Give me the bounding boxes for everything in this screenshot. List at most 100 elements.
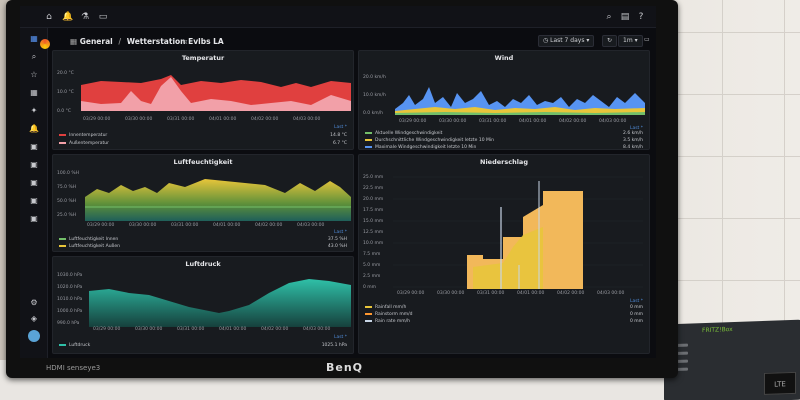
legend-label: Luftfeuchtigkeit Innen bbox=[69, 237, 119, 242]
legend-header[interactable]: Last * bbox=[629, 299, 643, 304]
y-tick: 17.5 mm bbox=[363, 208, 384, 213]
y-tick: 100.0 %H bbox=[57, 171, 79, 176]
tv-icon[interactable]: ▭ bbox=[644, 36, 650, 43]
x-tick: 03/30 00:00 bbox=[439, 119, 467, 124]
apps-icon[interactable]: ▣ bbox=[30, 142, 38, 151]
x-tick: 04/03 00:00 bbox=[293, 117, 321, 122]
dashboards-icon[interactable]: ▦ bbox=[30, 88, 38, 97]
y-tick: 7.5 mm bbox=[363, 252, 381, 257]
help-icon[interactable]: ? bbox=[638, 12, 644, 22]
pressure-chart bbox=[89, 279, 351, 327]
monitor-bezel: HDMI senseye3 BenQ ⌂ 🔔 ⚗ ▭ ⌕ ▤ ? ▦ ⌕ ☆ ▦… bbox=[6, 0, 678, 378]
apps-icon[interactable]: ▣ bbox=[30, 178, 38, 187]
y-tick: 20.0 °C bbox=[57, 71, 74, 76]
x-tick: 04/02 00:00 bbox=[251, 117, 279, 122]
router-badge: LTE bbox=[764, 371, 796, 395]
time-range-picker[interactable]: ◷ Last 7 days ▾ bbox=[538, 35, 595, 47]
explore-icon[interactable]: ⚗ bbox=[80, 12, 90, 22]
shield-icon[interactable]: ◈ bbox=[30, 314, 38, 323]
legend-item[interactable]: Luftfeuchtigkeit Innen bbox=[59, 237, 118, 242]
y-tick: 1020.0 hPa bbox=[57, 285, 83, 290]
monitor-brand: BenQ bbox=[326, 361, 364, 374]
panel-title: Luftfeuchtigkeit bbox=[173, 158, 233, 166]
panel-wind[interactable]: Wind 20.0 km/h 10.0 km/h 0.0 km/h 03/29 … bbox=[358, 50, 650, 150]
y-tick: 990.0 hPa bbox=[57, 321, 80, 326]
legend-label: Rain rate mm/h bbox=[375, 319, 411, 324]
legend-label: Rainstorm mm/d bbox=[375, 312, 413, 317]
x-tick: 04/02 00:00 bbox=[559, 119, 587, 124]
panel-temperatur[interactable]: Temperatur 20.0 °C 10.0 °C 0.0 °C 03/29 … bbox=[52, 50, 354, 150]
y-tick: 1000.0 hPa bbox=[57, 309, 83, 314]
news-icon[interactable]: ▤ bbox=[620, 12, 630, 22]
y-tick: 12.5 mm bbox=[363, 230, 384, 235]
x-tick: 03/29 00:00 bbox=[397, 291, 425, 296]
legend-header[interactable]: Last * bbox=[333, 125, 347, 130]
x-tick: 03/30 00:00 bbox=[437, 291, 465, 296]
search-icon[interactable]: ⌕ bbox=[606, 12, 612, 22]
x-tick: 03/29 00:00 bbox=[93, 327, 121, 332]
panel-luftdruck[interactable]: Luftdruck 1030.0 hPa 1020.0 hPa 1010.0 h… bbox=[52, 256, 354, 354]
panel-luftfeuchtigkeit[interactable]: Luftfeuchtigkeit 100.0 %H 75.0 %H 50.0 %… bbox=[52, 154, 354, 252]
legend-item[interactable]: Aktuelle Windgeschwindigkeit bbox=[365, 131, 442, 136]
apps-icon[interactable]: ▣ bbox=[30, 214, 38, 223]
x-tick: 04/01 00:00 bbox=[213, 223, 241, 228]
avatar[interactable] bbox=[28, 330, 40, 342]
legend-header[interactable]: Last * bbox=[333, 230, 347, 235]
star-icon[interactable]: ☆ bbox=[30, 70, 38, 79]
alerting-icon[interactable]: 🔔 bbox=[62, 12, 74, 22]
breadcrumb-dashboard[interactable]: Wetterstation Evlbs LA bbox=[126, 37, 224, 46]
legend-value: 6.7 °C bbox=[333, 141, 347, 146]
breadcrumb-separator: / bbox=[118, 37, 122, 46]
pressure-area bbox=[89, 279, 351, 327]
legend-value: 3.5 km/h bbox=[623, 138, 643, 143]
legend-item[interactable]: Außentemperatur bbox=[59, 141, 109, 146]
x-tick: 03/30 00:00 bbox=[129, 223, 157, 228]
legend-header[interactable]: Last * bbox=[333, 335, 347, 340]
y-tick: 25.0 %H bbox=[57, 213, 77, 218]
legend-item[interactable]: Durchschnittliche Windgeschwindigkeit le… bbox=[365, 138, 494, 143]
y-tick: 10.0 mm bbox=[363, 241, 384, 246]
x-tick: 04/03 00:00 bbox=[597, 291, 625, 296]
legend-value: 43.0 %H bbox=[327, 244, 347, 249]
apps-icon[interactable]: ▣ bbox=[30, 160, 38, 169]
explore-icon[interactable]: ✦ bbox=[30, 106, 38, 115]
legend-item[interactable]: Innentemperatur bbox=[59, 133, 107, 138]
refresh-interval-picker[interactable]: 1m ▾ bbox=[618, 35, 643, 47]
legend-value: 0 mm bbox=[629, 305, 643, 310]
legend-value: 0 mm bbox=[629, 319, 643, 324]
apps-icon[interactable]: ▣ bbox=[30, 196, 38, 205]
grafana-logo-icon[interactable] bbox=[40, 39, 50, 49]
legend-item[interactable]: Maximale Windgeschwindigkeit letzte 10 M… bbox=[365, 145, 476, 150]
breadcrumb-folder[interactable]: General bbox=[79, 37, 113, 46]
x-tick: 03/29 00:00 bbox=[87, 223, 115, 228]
legend-item[interactable]: Rainstorm mm/d bbox=[365, 312, 412, 317]
legend-item[interactable]: Rain rate mm/h bbox=[365, 319, 410, 324]
legend-header[interactable]: Last * bbox=[629, 126, 643, 131]
share-icon[interactable]: ⋖ bbox=[182, 38, 188, 46]
monitor-icon[interactable]: ▭ bbox=[98, 12, 108, 22]
x-tick: 03/30 00:00 bbox=[135, 327, 163, 332]
search-icon[interactable]: ⌕ bbox=[31, 52, 37, 61]
breadcrumb[interactable]: ▦ General / Wetterstation Evlbs LA bbox=[70, 37, 224, 46]
home-icon[interactable]: ⌂ bbox=[46, 12, 52, 22]
refresh-interval-label: 1m bbox=[623, 37, 633, 44]
legend-value: 37.5 %H bbox=[327, 237, 347, 242]
alerting-icon[interactable]: 🔔 bbox=[29, 124, 39, 133]
legend-item[interactable]: Rainfall mm/h bbox=[365, 305, 406, 310]
dashboards-icon[interactable]: ▦ bbox=[30, 34, 38, 43]
x-tick: 04/01 00:00 bbox=[519, 119, 547, 124]
current-wind-area bbox=[395, 112, 645, 115]
refresh-button[interactable]: ↻ bbox=[602, 35, 618, 47]
legend-item[interactable]: Luftdruck bbox=[59, 343, 90, 348]
legend-item[interactable]: Luftfeuchtigkeit Außen bbox=[59, 244, 120, 249]
x-tick: 04/03 00:00 bbox=[297, 223, 325, 228]
wind-chart bbox=[395, 87, 645, 115]
x-tick: 04/02 00:00 bbox=[557, 291, 585, 296]
settings-icon[interactable]: ⚙ bbox=[30, 298, 38, 307]
x-tick: 03/30 00:00 bbox=[125, 117, 153, 122]
router-device: FRITZ!Box LTE bbox=[664, 319, 800, 400]
panel-niederschlag[interactable]: Niederschlag 25.0 mm 22.5 mm 20.0 mm 17.… bbox=[358, 154, 650, 354]
x-tick: 03/29 00:00 bbox=[83, 117, 111, 122]
panel-title: Wind bbox=[494, 54, 514, 62]
